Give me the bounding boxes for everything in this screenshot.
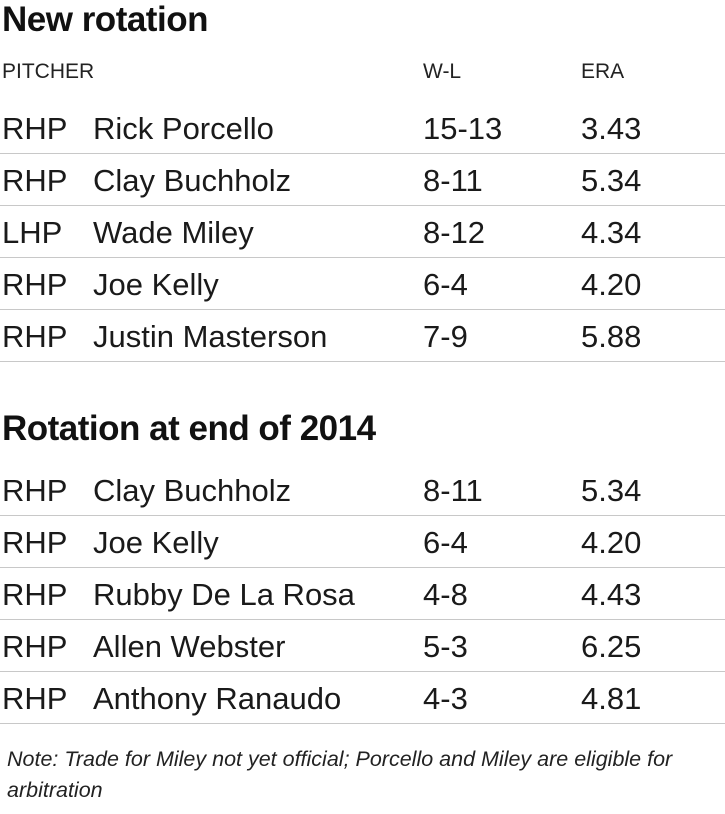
row-pitcher-name: Joe Kelly [93,525,219,560]
table-row: RHP Rick Porcello 15-13 3.43 [0,102,725,154]
row-era: 4.34 [581,215,642,250]
new-rotation-table: RHP Rick Porcello 15-13 3.43 RHP Clay Bu… [0,102,725,362]
row-win-loss: 6-4 [423,267,468,302]
row-position: LHP [2,215,63,250]
table-row: RHP Rubby De La Rosa 4-8 4.43 [0,568,725,620]
row-pitcher-name: Rubby De La Rosa [93,577,355,612]
row-win-loss: 4-3 [423,681,468,716]
table-header: PITCHER W-L ERA [0,57,725,87]
table-row: LHP Wade Miley 8-12 4.34 [0,206,725,258]
row-era: 4.20 [581,525,642,560]
row-win-loss: 7-9 [423,319,468,354]
row-pitcher-name: Justin Masterson [93,319,328,354]
row-era: 4.43 [581,577,642,612]
row-win-loss: 5-3 [423,629,468,664]
row-pitcher-name: Joe Kelly [93,267,219,302]
row-position: RHP [2,163,68,198]
row-position: RHP [2,319,68,354]
row-position: RHP [2,111,68,146]
row-win-loss: 8-12 [423,215,486,250]
row-pitcher-name: Anthony Ranaudo [93,681,342,716]
table-row: RHP Clay Buchholz 8-11 5.34 [0,464,725,516]
end-2014-rotation-table: RHP Clay Buchholz 8-11 5.34 RHP Joe Kell… [0,464,725,724]
row-pitcher-name: Wade Miley [93,215,254,250]
header-pitcher: PITCHER [2,60,95,83]
row-era: 5.88 [581,319,642,354]
table-row: RHP Justin Masterson 7-9 5.88 [0,310,725,362]
table-row: RHP Joe Kelly 6-4 4.20 [0,258,725,310]
row-pitcher-name: Rick Porcello [93,111,274,146]
row-position: RHP [2,681,68,716]
row-position: RHP [2,577,68,612]
table-row: RHP Anthony Ranaudo 4-3 4.81 [0,672,725,724]
row-position: RHP [2,473,68,508]
row-win-loss: 15-13 [423,111,503,146]
row-era: 4.81 [581,681,642,716]
row-era: 3.43 [581,111,642,146]
row-era: 5.34 [581,473,642,508]
row-win-loss: 4-8 [423,577,468,612]
row-win-loss: 6-4 [423,525,468,560]
row-pitcher-name: Allen Webster [93,629,286,664]
row-win-loss: 8-11 [423,473,483,508]
row-position: RHP [2,629,68,664]
row-position: RHP [2,267,68,302]
row-win-loss: 8-11 [423,163,483,198]
header-era: ERA [581,60,625,83]
section-title-new-rotation: New rotation [2,0,208,39]
row-era: 4.20 [581,267,642,302]
header-wl: W-L [423,60,462,83]
row-pitcher-name: Clay Buchholz [93,473,292,508]
footnote: Note: Trade for Miley not yet official; … [7,747,673,802]
table-row: RHP Joe Kelly 6-4 4.20 [0,516,725,568]
row-pitcher-name: Clay Buchholz [93,163,292,198]
table-row: RHP Allen Webster 5-3 6.25 [0,620,725,672]
row-position: RHP [2,525,68,560]
section-title-end-2014-rotation: Rotation at end of 2014 [2,409,376,448]
row-era: 6.25 [581,629,642,664]
row-era: 5.34 [581,163,642,198]
table-row: RHP Clay Buchholz 8-11 5.34 [0,154,725,206]
